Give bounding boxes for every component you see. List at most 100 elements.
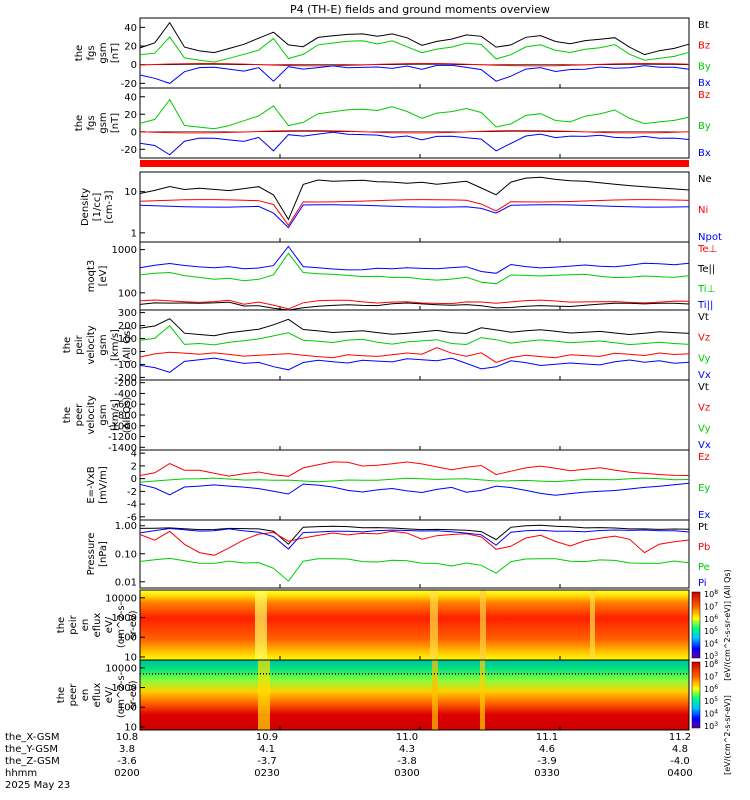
legend-Bt: Bt	[698, 20, 709, 31]
series-line-Pi	[139, 527, 690, 550]
series-line-Vx	[139, 357, 690, 373]
y-axis-label-line: sr-eV)	[128, 610, 139, 639]
colorbar-tick-exponent: 6	[714, 614, 718, 621]
colorbar-tick-exponent: 4	[714, 709, 718, 716]
y-axis-label-line: the	[56, 617, 67, 633]
series-line-Ez	[139, 461, 690, 477]
y-tick-label: 200	[118, 321, 137, 332]
x-col-3-z: -3.9	[537, 756, 557, 767]
legend-Vt: Vt	[698, 382, 709, 393]
colorbar-label: [eV/(cm^2-s-sr-eV)]	[723, 695, 732, 775]
row-label-y-gsm: the_Y-GSM	[5, 744, 58, 755]
date-label: 2025 May 23	[5, 780, 70, 791]
legend-Vz: Vz	[698, 403, 710, 414]
y-tick-label: 10	[124, 722, 137, 733]
series-line-Te⊥	[139, 299, 690, 310]
legend-Pt: Pt	[698, 522, 708, 533]
y-tick-label: 100	[118, 633, 137, 644]
row-label-hhmm: hhmm	[5, 768, 37, 779]
y-tick-label: 2	[131, 461, 137, 472]
x-col-2-y: 4.3	[399, 744, 415, 755]
legend-Pi: Pi	[698, 578, 707, 589]
panel-peer_velocity: -1400-1200-1000-800-600-400-200 the peer ve…	[62, 378, 711, 454]
legend-Bx: Bx	[698, 78, 711, 89]
colorbar-tick-label: 108	[704, 589, 718, 599]
y-tick-label: 1	[131, 228, 137, 239]
y-axis-label-line: the	[56, 687, 67, 703]
y-axis-label-line: [1/cc]	[92, 193, 103, 222]
y-axis-label-line: moqt3	[86, 260, 97, 293]
y-tick-label: 1000	[112, 245, 137, 256]
y-tick-label: 20	[124, 42, 137, 53]
legend-Vy: Vy	[698, 353, 711, 364]
y-tick-label: 100	[118, 288, 137, 299]
heatmap-streak	[480, 590, 486, 660]
legend-Bz: Bz	[698, 90, 710, 101]
series-line-Te||	[139, 301, 690, 311]
legend-Pe: Pe	[698, 562, 710, 573]
legend-Vx: Vx	[698, 370, 711, 381]
heatmap-streak	[255, 590, 267, 660]
y-axis-label-line: (cm^2-s-	[116, 601, 127, 648]
y-axis-label-line: peer	[74, 403, 85, 427]
y-axis-label-line: velocity	[86, 395, 97, 434]
series-line-Pe	[139, 557, 690, 582]
y-axis-label-line: (cm^2-s-	[116, 671, 127, 718]
y-tick-label: 1.00	[115, 521, 137, 532]
y-axis-label-line: [nT]	[110, 43, 121, 63]
colorbar-tick-exponent: 5	[714, 696, 718, 703]
y-tick-label: 0.01	[115, 577, 137, 588]
heatmap-streak	[432, 660, 438, 730]
panel-peer_en_eflux: 103104105106107108[eV/(cm^2-s-sr-eV)]101…	[56, 659, 732, 775]
y-axis-label-line: [cm-3]	[104, 190, 115, 223]
heatmap-streak	[430, 590, 438, 660]
series-line-Bx	[139, 131, 690, 156]
y-tick-label: 1000	[112, 683, 137, 694]
series-line-Ti||	[139, 245, 690, 274]
y-axis-label-line: en	[80, 619, 91, 632]
plot-title: P4 (TH-E) fields and ground moments over…	[290, 3, 550, 16]
series-line-Bz	[139, 62, 690, 67]
panel-fgs_gsm_components: -20 0 20 40 the fgs gsm [nT] Bz By Bx	[74, 87, 711, 159]
panel-pressure: 0.01 0.10 1.00 Pressure [nPa] Pt Pb Pe Pi	[86, 519, 710, 589]
x-col-0-x: 10.8	[116, 732, 138, 743]
y-axis-label-line: E=-VxB	[86, 466, 97, 503]
y-axis-label-line: sr-eV)	[128, 680, 139, 709]
y-axis-label-line: [eV]	[98, 266, 109, 287]
y-axis-label-line: velocity	[86, 325, 97, 364]
row-label-x-gsm: the_X-GSM	[5, 732, 59, 743]
colorbar-tick-exponent: 6	[714, 684, 718, 691]
y-tick-label: 40	[124, 23, 137, 34]
x-col-2-hhmm: 0300	[394, 768, 419, 779]
series-line-Ey	[139, 477, 690, 483]
series-line-Vt	[139, 318, 690, 337]
colorbar-label: [eV/(cm^2-s-sr-eV)] (All Qs)	[723, 569, 732, 680]
legend-Ti⊥: Ti⊥	[697, 284, 715, 295]
y-axis-label-line: eflux	[92, 613, 103, 638]
y-axis-label-line: (All Qs)	[122, 327, 133, 364]
x-col-4-x: 11.2	[669, 732, 691, 743]
panel-efield: -6-4 -2 0 24 E=-VxB [mV/m] Ez Ey Ex	[86, 449, 710, 524]
y-axis-label-line: peer	[68, 683, 79, 707]
legend-Ne: Ne	[698, 174, 712, 185]
x-col-3-y: 4.6	[539, 744, 555, 755]
colorbar-tick-label: 106	[704, 614, 718, 624]
y-tick-label: -1200	[108, 432, 137, 443]
y-tick-label: 10	[124, 187, 137, 198]
series-line-Ni	[139, 199, 690, 227]
y-tick-label: -1000	[108, 421, 137, 432]
y-tick-label: -2	[127, 487, 137, 498]
y-tick-label: -1400	[108, 443, 137, 454]
x-col-1-x: 10.9	[256, 732, 278, 743]
y-tick-label: -100	[114, 360, 137, 371]
series-line-Ti⊥	[139, 252, 690, 285]
row-label-z-gsm: the_Z-GSM	[5, 756, 60, 767]
colorbar-tick-label: 104	[704, 639, 718, 649]
y-axis-label-line: the	[62, 407, 73, 423]
colorbar-tick-exponent: 8	[714, 659, 718, 666]
legend-Te⊥: Te⊥	[697, 244, 717, 255]
legend-Ni: Ni	[698, 205, 708, 216]
panel-frame	[139, 241, 690, 311]
